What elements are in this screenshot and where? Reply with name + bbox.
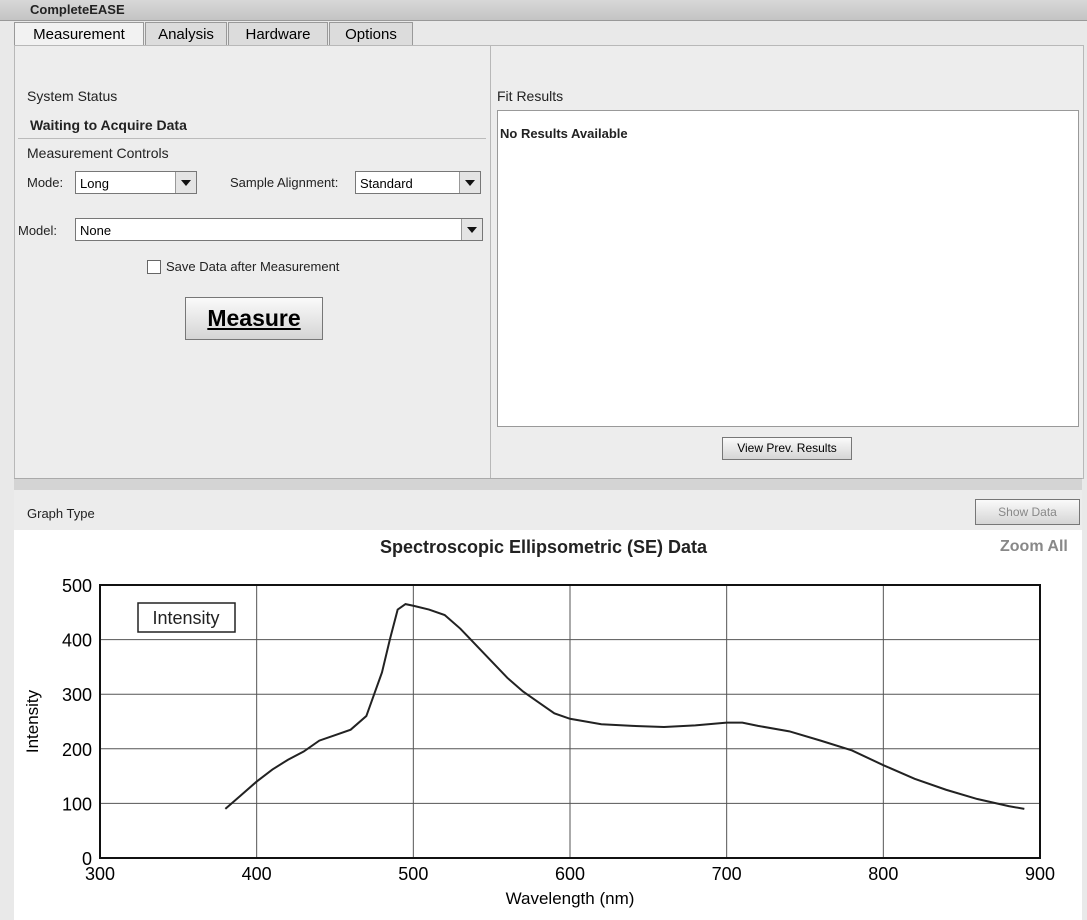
y-axis-label: Intensity <box>23 689 42 753</box>
mode-dropdown[interactable]: Long <box>75 171 197 194</box>
window-title: CompleteEASE <box>30 2 125 17</box>
data-line <box>224 603 1025 810</box>
y-tick-label: 500 <box>62 576 92 596</box>
dropdown-value: Standard <box>360 176 413 191</box>
alignment-dropdown[interactable]: Standard <box>355 171 481 194</box>
y-tick-label: 100 <box>62 794 92 814</box>
section-label: Measurement Controls <box>27 145 169 161</box>
view-prev-button[interactable]: View Prev. Results <box>722 437 852 460</box>
legend-box <box>137 602 236 633</box>
left-panel <box>14 45 492 479</box>
dropdown-value: Long <box>80 176 109 191</box>
x-axis-label: Wavelength (nm) <box>506 889 635 908</box>
tab[interactable]: Measurement <box>14 22 144 46</box>
chart-title: Spectroscopic Ellipsometric (SE) Data <box>379 537 708 557</box>
y-tick-label: 0 <box>82 849 92 869</box>
zoom-all[interactable]: Zoom All <box>1000 538 1068 555</box>
field-label: Model: <box>18 223 58 238</box>
x-tick-label: 500 <box>398 864 428 884</box>
graph-type-label: Graph Type <box>27 506 95 521</box>
y-tick-label: 300 <box>62 685 92 705</box>
legend-label: Intensity <box>152 608 219 628</box>
section-label: System Status <box>27 88 118 104</box>
results-box <box>497 110 1079 427</box>
checkbox[interactable] <box>147 260 161 274</box>
checkbox-label: Save Data after Measurement <box>166 259 340 274</box>
x-tick-label: 600 <box>555 864 585 884</box>
x-tick-label: 300 <box>85 864 115 884</box>
x-tick-label: 900 <box>1025 864 1055 884</box>
tab[interactable]: Hardware <box>228 22 328 46</box>
field-label: Mode: <box>27 175 64 190</box>
status-text: Waiting to Acquire Data <box>30 117 187 133</box>
graph-toolbar <box>14 490 1082 530</box>
tab[interactable]: Options <box>329 22 413 46</box>
x-tick-label: 700 <box>712 864 742 884</box>
model-dropdown[interactable]: None <box>75 218 483 241</box>
section-label: Fit Results <box>497 88 564 104</box>
chart: 0 100 200 300 400 500 300 400 500 600 700 800 900 Wav… <box>23 576 1055 908</box>
show-data-button[interactable]: Show Data <box>975 499 1080 525</box>
y-tick-label: 400 <box>62 631 92 651</box>
x-tick-label: 400 <box>242 864 272 884</box>
measure-button[interactable]: Measure <box>185 297 323 340</box>
y-tick-label: 200 <box>62 740 92 760</box>
x-tick-label: 800 <box>868 864 898 884</box>
plot-frame <box>99 584 1041 859</box>
title-bar <box>0 0 1087 21</box>
dropdown-value: None <box>80 223 112 238</box>
divider <box>18 138 486 139</box>
results-text: No Results Available <box>500 126 628 141</box>
field-label: Sample Alignment: <box>230 175 339 190</box>
tab[interactable]: Analysis <box>145 22 227 46</box>
